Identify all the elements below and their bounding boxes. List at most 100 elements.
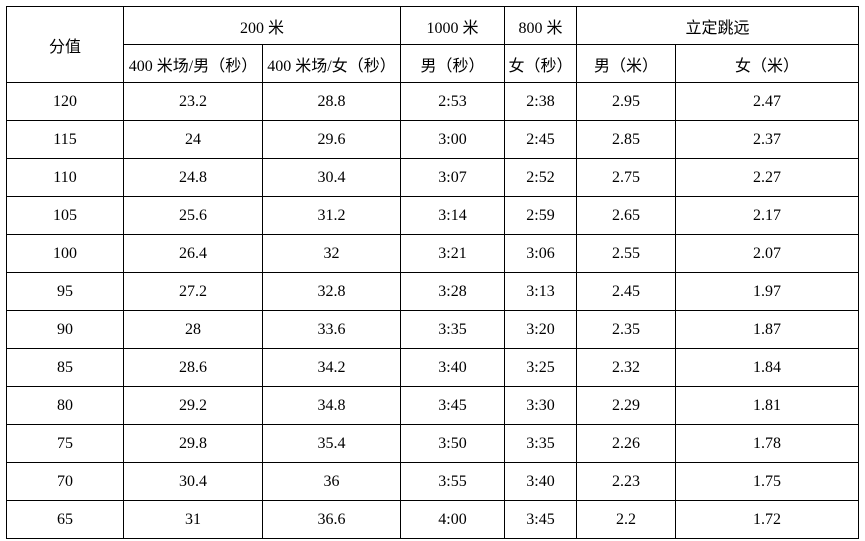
- value-cell: 30.4: [123, 462, 263, 501]
- value-cell: 2.75: [576, 158, 677, 197]
- value-cell: 2.29: [576, 386, 677, 425]
- value-cell: 2.32: [576, 348, 677, 387]
- value-cell: 3:00: [400, 120, 506, 159]
- value-cell: 1.81: [675, 386, 860, 425]
- value-cell: 1.75: [675, 462, 860, 501]
- value-cell: 1.78: [675, 424, 860, 463]
- value-cell: 24: [123, 120, 263, 159]
- value-cell: 3:06: [504, 234, 578, 273]
- subheader-male-seconds: 男（秒）: [400, 44, 506, 83]
- score-cell: 85: [6, 348, 124, 387]
- value-cell: 2.65: [576, 196, 677, 235]
- header-sub-row: 400 米场/男（秒） 400 米场/女（秒） 男（秒） 女（秒） 男（米） 女…: [7, 44, 860, 83]
- value-cell: 2.27: [675, 158, 860, 197]
- value-cell: 33.6: [261, 310, 402, 349]
- value-cell: 32.8: [261, 272, 402, 311]
- value-cell: 35.4: [261, 424, 402, 463]
- score-cell: 110: [6, 158, 124, 197]
- value-cell: 24.8: [123, 158, 263, 197]
- document-sheet: 分值 200 米 1000 米 800 米 立定跳远 400 米场/男（秒） 4…: [6, 6, 860, 539]
- value-cell: 34.8: [261, 386, 402, 425]
- value-cell: 3:35: [400, 310, 506, 349]
- table-row: 115 24 29.6 3:00 2:45 2.85 2.37: [6, 120, 860, 159]
- score-cell: 120: [6, 82, 124, 121]
- header-group-standing-long-jump: 立定跳远: [576, 6, 860, 45]
- value-cell: 26.4: [123, 234, 263, 273]
- value-cell: 2.23: [576, 462, 677, 501]
- value-cell: 2.17: [675, 196, 860, 235]
- table-row: 105 25.6 31.2 3:14 2:59 2.65 2.17: [6, 196, 860, 235]
- table-row: 90 28 33.6 3:35 3:20 2.35 1.87: [6, 310, 860, 349]
- value-cell: 3:21: [400, 234, 506, 273]
- score-cell: 90: [6, 310, 124, 349]
- score-cell: 105: [6, 196, 124, 235]
- table-row: 110 24.8 30.4 3:07 2:52 2.75 2.27: [6, 158, 860, 197]
- value-cell: 34.2: [261, 348, 402, 387]
- subheader-male-meters: 男（米）: [576, 44, 677, 83]
- value-cell: 25.6: [123, 196, 263, 235]
- value-cell: 2:45: [504, 120, 578, 159]
- value-cell: 3:55: [400, 462, 506, 501]
- value-cell: 1.97: [675, 272, 860, 311]
- value-cell: 2.95: [576, 82, 677, 121]
- table-body: 120 23.2 28.8 2:53 2:38 2.95 2.47 115 24 29.6 3:00…: [6, 82, 860, 539]
- value-cell: 28: [123, 310, 263, 349]
- table-row: 70 30.4 36 3:55 3:40 2.23 1.75: [6, 462, 860, 501]
- value-cell: 3:13: [504, 272, 578, 311]
- value-cell: 3:30: [504, 386, 578, 425]
- value-cell: 2.47: [675, 82, 860, 121]
- value-cell: 29.2: [123, 386, 263, 425]
- value-cell: 36: [261, 462, 402, 501]
- value-cell: 3:40: [400, 348, 506, 387]
- table-row: 120 23.2 28.8 2:53 2:38 2.95 2.47: [6, 82, 860, 121]
- value-cell: 28.8: [261, 82, 402, 121]
- value-cell: 23.2: [123, 82, 263, 121]
- value-cell: 3:45: [400, 386, 506, 425]
- value-cell: 2.55: [576, 234, 677, 273]
- score-cell: 95: [6, 272, 124, 311]
- value-cell: 3:45: [504, 500, 578, 539]
- value-cell: 29.8: [123, 424, 263, 463]
- header-group-1000m: 1000 米: [400, 6, 506, 45]
- value-cell: 29.6: [261, 120, 402, 159]
- table-row: 85 28.6 34.2 3:40 3:25 2.32 1.84: [6, 348, 860, 387]
- subheader-400m-track-male-seconds: 400 米场/男（秒）: [123, 44, 263, 83]
- value-cell: 3:20: [504, 310, 578, 349]
- score-cell: 65: [6, 500, 124, 539]
- table-row: 95 27.2 32.8 3:28 3:13 2.45 1.97: [6, 272, 860, 311]
- value-cell: 31: [123, 500, 263, 539]
- value-cell: 28.6: [123, 348, 263, 387]
- score-cell: 100: [6, 234, 124, 273]
- value-cell: 3:07: [400, 158, 506, 197]
- subheader-female-meters: 女（米）: [675, 44, 860, 83]
- value-cell: 31.2: [261, 196, 402, 235]
- table-row: 65 31 36.6 4:00 3:45 2.2 1.72: [6, 500, 860, 539]
- table-row: 75 29.8 35.4 3:50 3:35 2.26 1.78: [6, 424, 860, 463]
- value-cell: 2.45: [576, 272, 677, 311]
- table-header: 分值 200 米 1000 米 800 米 立定跳远 400 米场/男（秒） 4…: [6, 6, 860, 83]
- score-cell: 115: [6, 120, 124, 159]
- value-cell: 1.87: [675, 310, 860, 349]
- value-cell: 36.6: [261, 500, 402, 539]
- value-cell: 3:25: [504, 348, 578, 387]
- score-cell: 80: [6, 386, 124, 425]
- value-cell: 3:50: [400, 424, 506, 463]
- value-cell: 3:35: [504, 424, 578, 463]
- value-cell: 2:59: [504, 196, 578, 235]
- value-cell: 27.2: [123, 272, 263, 311]
- value-cell: 2:38: [504, 82, 578, 121]
- value-cell: 2.2: [576, 500, 677, 539]
- value-cell: 2:52: [504, 158, 578, 197]
- value-cell: 2.07: [675, 234, 860, 273]
- value-cell: 2.26: [576, 424, 677, 463]
- score-cell: 75: [6, 424, 124, 463]
- value-cell: 2.85: [576, 120, 677, 159]
- value-cell: 32: [261, 234, 402, 273]
- table-row: 80 29.2 34.8 3:45 3:30 2.29 1.81: [6, 386, 860, 425]
- value-cell: 2.37: [675, 120, 860, 159]
- score-standards-table: 分值 200 米 1000 米 800 米 立定跳远 400 米场/男（秒） 4…: [6, 6, 860, 539]
- header-group-800m: 800 米: [504, 6, 578, 45]
- value-cell: 1.72: [675, 500, 860, 539]
- value-cell: 2.35: [576, 310, 677, 349]
- value-cell: 2:53: [400, 82, 506, 121]
